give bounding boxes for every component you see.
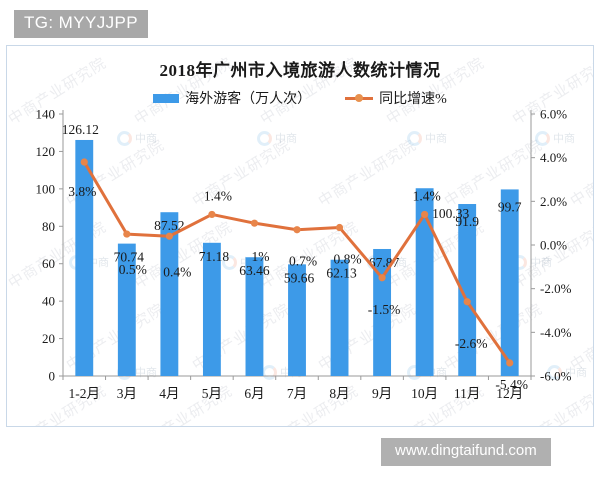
line-point-1-2月[interactable] <box>80 158 88 166</box>
bar-value-label-11月: 91.9 <box>455 214 479 229</box>
legend-line-label: 同比增速% <box>379 92 447 107</box>
left-axis-tick-label: 20 <box>42 331 55 346</box>
line-value-label-5月: 1.4% <box>204 188 232 203</box>
bar-value-label-10月: 100.33 <box>432 206 469 221</box>
line-point-4月[interactable] <box>165 232 173 240</box>
right-axis-tick-label: -2.0% <box>540 281 572 296</box>
x-axis-label-12月: 12月 <box>496 386 523 401</box>
line-value-label-4月: 0.4% <box>163 264 191 279</box>
x-axis-label-6月: 6月 <box>244 386 264 401</box>
chart-title: 2018年广州市入境旅游人数统计情况 <box>159 61 441 80</box>
tag-badge: TG: MYYJJPP <box>14 10 148 38</box>
line-value-label-11月: -2.6% <box>455 336 488 351</box>
bar-value-label-9月: 67.87 <box>369 255 400 270</box>
bar-7月[interactable] <box>288 264 306 376</box>
line-point-10月[interactable] <box>421 210 429 219</box>
x-axis-label-9月: 9月 <box>372 386 392 401</box>
bar-10月[interactable] <box>415 188 434 376</box>
right-axis-tick-label: -6.0% <box>540 369 572 384</box>
x-axis-label-10月: 10月 <box>411 386 438 401</box>
bar-value-label-6月: 63.46 <box>239 263 270 278</box>
line-value-label-3月: 0.5% <box>119 262 147 277</box>
bar-3月[interactable] <box>117 243 136 376</box>
left-axis-tick-label: 40 <box>42 294 55 309</box>
line-point-6月[interactable] <box>250 219 259 227</box>
legend-line-swatch-icon <box>345 92 374 104</box>
left-axis-tick-label: 140 <box>36 107 56 122</box>
bar-6月[interactable] <box>245 257 264 376</box>
x-axis-label-5月: 5月 <box>202 386 222 401</box>
bar-value-label-8月: 62.13 <box>326 266 357 281</box>
right-axis-tick-label: 2.0% <box>540 194 567 209</box>
line-point-5月[interactable] <box>208 210 216 219</box>
line-point-8月[interactable] <box>335 223 344 232</box>
left-axis-tick-label: 120 <box>36 144 56 159</box>
right-axis-tick-label: -4.0% <box>540 325 572 340</box>
line-value-label-10月: 1.4% <box>413 188 441 203</box>
left-axis-tick-label: 80 <box>42 219 55 234</box>
line-point-9月[interactable] <box>378 274 386 282</box>
bar-value-label-7月: 59.66 <box>284 270 315 285</box>
legend-bar-label: 海外游客（万人次） <box>185 92 312 107</box>
line-value-label-12月: -5.4% <box>495 377 528 392</box>
bar-8月[interactable] <box>330 259 349 376</box>
line-value-label-7月: 0.7% <box>289 254 317 269</box>
right-axis-tick-label: 4.0% <box>540 150 567 165</box>
legend-item-line[interactable]: 同比增速% <box>345 88 447 108</box>
bar-5月[interactable] <box>202 242 221 376</box>
line-point-11月[interactable] <box>463 298 471 306</box>
line-point-12月[interactable] <box>506 359 514 367</box>
bar-value-label-3月: 70.74 <box>114 250 145 265</box>
line-value-label-6月: 1% <box>251 249 269 264</box>
bar-11月[interactable] <box>458 204 477 376</box>
line-value-label-9月: -1.5% <box>368 302 401 317</box>
bar-value-label-1-2月: 126.12 <box>62 122 99 137</box>
bar-value-label-4月: 87.52 <box>154 218 184 233</box>
chart-svg: 0 20 40 60 80 100 120 140 -6.0% -4.0% -2.0% 0.0% 2.0… <box>36 107 572 402</box>
bar-4月[interactable] <box>160 212 179 376</box>
right-axis-tick-label: 0.0% <box>540 238 567 253</box>
x-axis-label-3月: 3月 <box>117 386 137 401</box>
plot-area: 0 20 40 60 80 100 120 140 -6.0% -4.0% -2.0% 0.0% 2.0… <box>7 46 593 426</box>
x-axis-label-1-2月: 1-2月 <box>69 386 101 401</box>
footer-url-badge: www.dingtaifund.com <box>381 438 551 466</box>
legend-bar-swatch-icon <box>153 93 180 103</box>
chart-legend: 海外游客（万人次） 同比增速% <box>7 88 593 108</box>
legend-item-bar[interactable]: 海外游客（万人次） <box>153 88 311 108</box>
x-axis-label-8月: 8月 <box>329 386 349 401</box>
chart-card: 中商产业研究院 中商产业研究院 中商产业研究院 中商产业研究院 中商产业研究院 中商产业研… <box>6 45 594 427</box>
bar-12月[interactable] <box>500 189 519 376</box>
x-axis-label-7月: 7月 <box>287 386 307 401</box>
bar-1-2月[interactable] <box>75 139 94 376</box>
x-axis-label-4月: 4月 <box>159 386 179 401</box>
right-axis-tick-label: 6.0% <box>540 107 567 122</box>
line-value-label-1-2月: 3.8% <box>68 184 96 199</box>
line-point-3月[interactable] <box>123 230 131 238</box>
bar-9月[interactable] <box>373 248 392 376</box>
x-axis-label-11月: 11月 <box>454 386 481 401</box>
left-axis-tick-label: 0 <box>49 369 56 384</box>
line-value-label-8月: 0.8% <box>333 252 361 267</box>
left-axis-tick-label: 100 <box>36 181 56 196</box>
line-point-7月[interactable] <box>293 226 301 234</box>
left-axis-tick-label: 60 <box>42 256 55 271</box>
bar-value-label-12月: 99.7 <box>498 199 522 214</box>
bar-value-label-5月: 71.18 <box>199 249 230 264</box>
